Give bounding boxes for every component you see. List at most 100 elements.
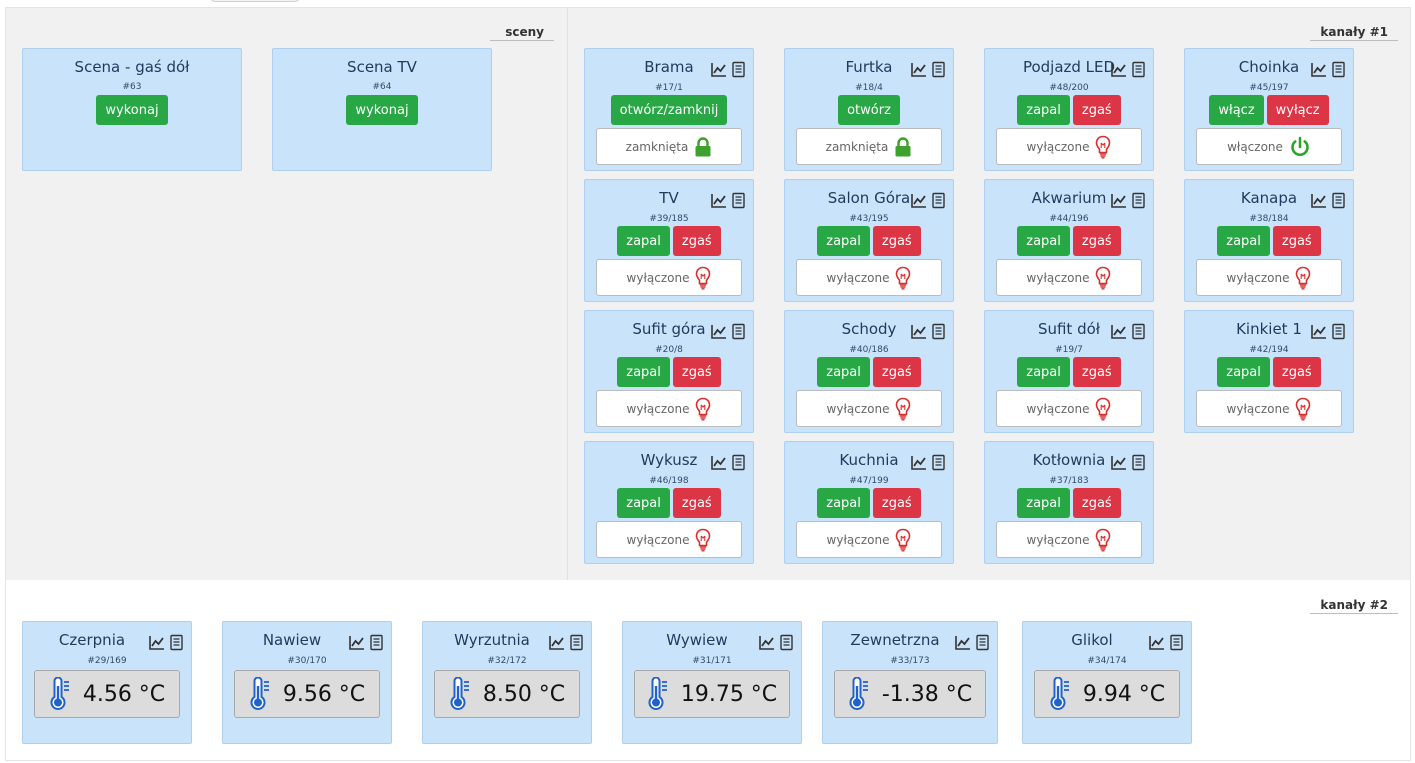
card-title: Kuchnia xyxy=(839,451,899,469)
card-tools xyxy=(710,61,747,78)
log-icon[interactable] xyxy=(168,634,185,651)
top-tab[interactable] xyxy=(210,0,300,2)
bulb-icon xyxy=(1096,397,1111,420)
chart-icon[interactable] xyxy=(910,323,927,340)
card-id: #63 xyxy=(122,82,142,92)
card-id: #17/1 xyxy=(655,83,683,93)
temperature-value: 8.50 °C xyxy=(482,681,566,707)
off-button[interactable]: zgaś xyxy=(872,226,921,256)
on-button[interactable]: zapal xyxy=(1217,357,1270,387)
off-button[interactable]: zgaś xyxy=(1072,488,1121,518)
log-icon[interactable] xyxy=(730,192,747,209)
chart-icon[interactable] xyxy=(1310,192,1327,209)
chart-icon[interactable] xyxy=(710,61,727,78)
off-button[interactable]: zgaś xyxy=(872,357,921,387)
chart-icon[interactable] xyxy=(1310,323,1327,340)
log-icon[interactable] xyxy=(1330,323,1347,340)
chart-icon[interactable] xyxy=(1110,454,1127,471)
on-button[interactable]: włącz xyxy=(1209,95,1264,125)
log-icon[interactable] xyxy=(930,61,947,78)
chart-icon[interactable] xyxy=(954,634,971,651)
on-button[interactable]: zapal xyxy=(617,226,670,256)
log-icon[interactable] xyxy=(730,323,747,340)
temperature-box: 4.56 °C xyxy=(34,670,180,718)
execute-button[interactable]: wykonaj xyxy=(346,95,418,125)
card-title: Podjazd LED xyxy=(1022,58,1116,76)
on-button[interactable]: zapal xyxy=(617,357,670,387)
log-icon[interactable] xyxy=(1130,61,1147,78)
button-row: zapal zgaś xyxy=(585,488,753,518)
card-title: Glikol xyxy=(1071,631,1113,649)
log-icon[interactable] xyxy=(1130,323,1147,340)
on-button[interactable]: zapal xyxy=(1017,357,1070,387)
log-icon[interactable] xyxy=(1130,192,1147,209)
chart-icon[interactable] xyxy=(1148,634,1165,651)
log-icon[interactable] xyxy=(1168,634,1185,651)
log-icon[interactable] xyxy=(974,634,991,651)
off-button[interactable]: zgaś xyxy=(1272,357,1321,387)
on-button[interactable]: otwórz/zamknij xyxy=(610,95,728,125)
thermometer-icon xyxy=(250,677,269,710)
card-id: #31/171 xyxy=(692,656,732,666)
on-button[interactable]: zapal xyxy=(817,226,870,256)
card-title: Salon Góra xyxy=(827,189,911,207)
chart-icon[interactable] xyxy=(910,61,927,78)
chart-icon[interactable] xyxy=(548,634,565,651)
log-icon[interactable] xyxy=(1330,61,1347,78)
lock-icon xyxy=(895,136,911,156)
chart-icon[interactable] xyxy=(1310,61,1327,78)
off-button[interactable]: zgaś xyxy=(672,488,721,518)
chart-icon[interactable] xyxy=(710,454,727,471)
card-title: TV xyxy=(659,189,679,207)
card-id: #33/173 xyxy=(890,656,930,666)
off-button[interactable]: zgaś xyxy=(1272,226,1321,256)
card-title: Wykusz xyxy=(640,451,698,469)
log-icon[interactable] xyxy=(1330,192,1347,209)
on-button[interactable]: zapal xyxy=(1017,95,1070,125)
chart-icon[interactable] xyxy=(758,634,775,651)
off-button[interactable]: wyłącz xyxy=(1266,95,1329,125)
on-button[interactable]: otwórz xyxy=(838,95,900,125)
card-id: #47/199 xyxy=(849,476,889,486)
off-button[interactable]: zgaś xyxy=(1072,357,1121,387)
temperature-box: 9.56 °C xyxy=(234,670,380,718)
chart-icon[interactable] xyxy=(1110,61,1127,78)
log-icon[interactable] xyxy=(730,454,747,471)
chart-icon[interactable] xyxy=(348,634,365,651)
log-icon[interactable] xyxy=(930,192,947,209)
state-label: wyłączone xyxy=(626,270,690,285)
chart-icon[interactable] xyxy=(910,454,927,471)
card-id: #64 xyxy=(372,82,392,92)
chart-icon[interactable] xyxy=(1110,192,1127,209)
off-button[interactable]: zgaś xyxy=(672,357,721,387)
chart-icon[interactable] xyxy=(710,323,727,340)
card-title: Czerpnia xyxy=(58,631,126,649)
on-button[interactable]: zapal xyxy=(1217,226,1270,256)
off-button[interactable]: zgaś xyxy=(872,488,921,518)
chart-icon[interactable] xyxy=(910,192,927,209)
log-icon[interactable] xyxy=(368,634,385,651)
on-button[interactable]: zapal xyxy=(1017,488,1070,518)
state-box: wyłączone xyxy=(796,521,942,558)
log-icon[interactable] xyxy=(778,634,795,651)
on-button[interactable]: zapal xyxy=(617,488,670,518)
log-icon[interactable] xyxy=(730,61,747,78)
card-id: #39/185 xyxy=(649,214,689,224)
log-icon[interactable] xyxy=(1130,454,1147,471)
off-button[interactable]: zgaś xyxy=(672,226,721,256)
off-button[interactable]: zgaś xyxy=(1072,95,1121,125)
state-label: wyłączone xyxy=(626,401,690,416)
on-button[interactable]: zapal xyxy=(817,488,870,518)
off-button[interactable]: zgaś xyxy=(1072,226,1121,256)
on-button[interactable]: zapal xyxy=(1017,226,1070,256)
execute-button[interactable]: wykonaj xyxy=(96,95,168,125)
card-id: #42/194 xyxy=(1249,345,1289,355)
log-icon[interactable] xyxy=(930,323,947,340)
chart-icon[interactable] xyxy=(1110,323,1127,340)
card-id: #40/186 xyxy=(849,345,889,355)
on-button[interactable]: zapal xyxy=(817,357,870,387)
chart-icon[interactable] xyxy=(148,634,165,651)
log-icon[interactable] xyxy=(568,634,585,651)
chart-icon[interactable] xyxy=(710,192,727,209)
log-icon[interactable] xyxy=(930,454,947,471)
